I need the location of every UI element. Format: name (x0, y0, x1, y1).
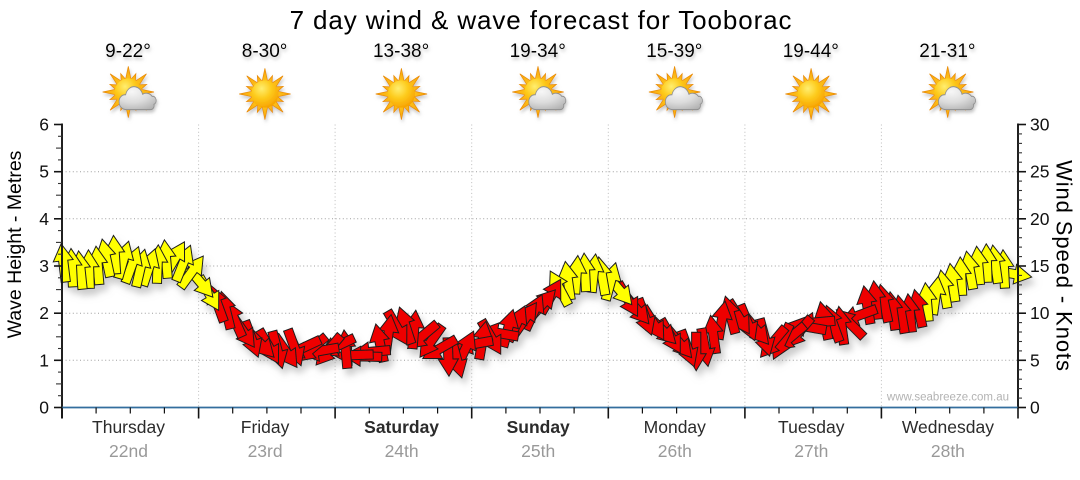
svg-text:19-34°: 19-34° (510, 41, 566, 62)
svg-text:25: 25 (1030, 162, 1049, 182)
svg-text:28th: 28th (931, 441, 965, 461)
svg-text:22nd: 22nd (109, 441, 148, 461)
svg-text:Sunday: Sunday (507, 417, 570, 437)
svg-text:Wave Height - Metres: Wave Height - Metres (4, 150, 26, 338)
svg-text:19-44°: 19-44° (783, 41, 839, 62)
svg-text:0: 0 (1030, 398, 1040, 418)
svg-text:24th: 24th (385, 441, 419, 461)
svg-text:30: 30 (1030, 115, 1050, 135)
svg-text:4: 4 (39, 209, 49, 229)
svg-text:9-22°: 9-22° (105, 41, 151, 62)
svg-text:25th: 25th (521, 441, 555, 461)
svg-text:5: 5 (39, 162, 49, 182)
svg-text:3: 3 (39, 256, 49, 276)
svg-text:www.seabreeze.com.au: www.seabreeze.com.au (886, 392, 1009, 404)
svg-text:1: 1 (39, 350, 49, 370)
svg-text:20: 20 (1030, 209, 1050, 229)
svg-text:Thursday: Thursday (92, 417, 165, 437)
svg-text:10: 10 (1030, 303, 1050, 323)
svg-text:27th: 27th (794, 441, 828, 461)
svg-text:0: 0 (39, 398, 49, 418)
svg-text:15-39°: 15-39° (646, 41, 702, 62)
svg-text:Friday: Friday (241, 417, 290, 437)
svg-text:8-30°: 8-30° (242, 41, 288, 62)
svg-text:7 day wind & wave forecast for: 7 day wind & wave forecast for Tooborac (290, 5, 793, 35)
svg-text:Monday: Monday (644, 417, 707, 437)
svg-text:Wednesday: Wednesday (902, 417, 994, 437)
svg-text:Saturday: Saturday (364, 417, 439, 437)
svg-text:21-31°: 21-31° (919, 41, 975, 62)
svg-text:26th: 26th (658, 441, 692, 461)
svg-text:Tuesday: Tuesday (778, 417, 845, 437)
svg-text:2: 2 (39, 303, 49, 323)
svg-text:15: 15 (1030, 256, 1049, 276)
svg-text:Wind Speed - Knots: Wind Speed - Knots (1052, 160, 1077, 372)
svg-text:23rd: 23rd (248, 441, 283, 461)
svg-text:13-38°: 13-38° (373, 41, 429, 62)
svg-text:5: 5 (1030, 350, 1040, 370)
svg-text:6: 6 (39, 115, 49, 135)
